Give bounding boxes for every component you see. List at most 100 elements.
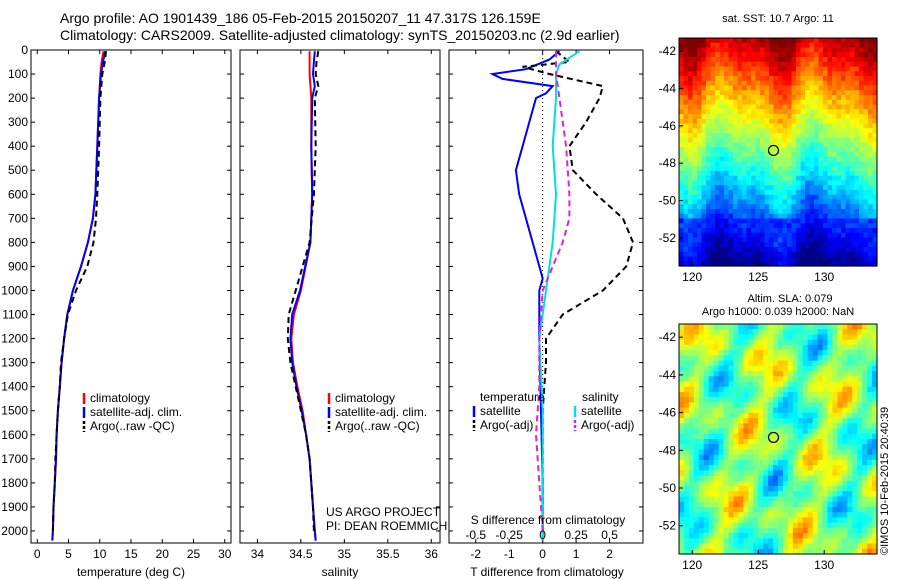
map-cell — [845, 261, 851, 267]
map-cell — [728, 360, 735, 367]
map-cell — [723, 480, 730, 487]
map-cell — [778, 548, 784, 555]
map-cell — [719, 99, 725, 106]
map-cell — [768, 386, 774, 393]
map-cell — [836, 38, 842, 44]
map-cell — [715, 185, 721, 191]
map-cell — [791, 128, 797, 134]
map-cell — [817, 428, 824, 435]
map-cell — [812, 402, 819, 409]
map-cell — [822, 386, 829, 393]
map-cell — [791, 42, 797, 49]
map-cell — [728, 76, 734, 82]
map-cell — [872, 465, 878, 471]
map-cell — [679, 190, 685, 196]
map-cell — [768, 501, 774, 508]
map-cell — [812, 459, 819, 466]
map-cell — [814, 128, 820, 134]
map-cell — [701, 242, 707, 248]
map-cell — [728, 194, 734, 201]
map-cell — [773, 501, 779, 508]
map-cell — [692, 52, 698, 58]
map-cell — [836, 180, 842, 186]
map-cell — [692, 242, 698, 248]
map-cell — [679, 517, 685, 524]
map-cell — [814, 142, 820, 148]
map-cell — [688, 412, 695, 419]
map-cell — [796, 156, 802, 163]
map-cell — [737, 61, 743, 68]
map-cell — [713, 486, 720, 492]
map-cell — [792, 543, 799, 550]
map-cell — [791, 47, 797, 53]
map-cell — [764, 99, 770, 106]
map-cell — [854, 223, 860, 229]
map-cell — [872, 85, 878, 91]
map-cell — [733, 156, 739, 163]
map-cell — [738, 386, 744, 393]
map-cell — [809, 251, 815, 258]
map-cell — [847, 491, 853, 498]
map-cell — [837, 459, 843, 466]
map-cell — [693, 522, 700, 529]
map-cell — [842, 397, 848, 404]
map-cell — [748, 444, 754, 451]
map-cell — [867, 412, 873, 419]
map-cell — [807, 491, 814, 498]
map-cell — [832, 199, 838, 205]
map-cell — [805, 261, 811, 267]
map-cell — [751, 209, 757, 215]
map-cell — [724, 223, 730, 229]
map-cell — [872, 350, 878, 356]
map-cell — [782, 418, 789, 424]
map-cell — [715, 247, 721, 253]
map-cell — [755, 152, 761, 158]
map-cell — [743, 480, 749, 487]
map-cell — [693, 365, 700, 372]
map-cell — [872, 355, 878, 362]
map-cell — [683, 423, 690, 430]
map-cell — [737, 261, 743, 267]
map-cell — [724, 232, 730, 239]
map-cell — [857, 397, 863, 404]
map-cell — [713, 517, 720, 524]
map-cell — [782, 142, 788, 148]
map-cell — [832, 501, 838, 508]
map-cell — [679, 218, 685, 224]
map-cell — [753, 486, 759, 492]
map-cell — [782, 486, 789, 492]
map-cell — [778, 522, 784, 529]
map-cell — [862, 381, 868, 388]
map-cell — [796, 142, 802, 148]
map-cell — [859, 223, 865, 229]
map-cell — [809, 237, 815, 243]
map-cell — [822, 512, 829, 519]
map-cell — [847, 512, 853, 519]
map-cell — [842, 533, 848, 539]
map-cell — [710, 128, 716, 134]
map-cell — [743, 501, 749, 508]
map-cell — [854, 142, 860, 148]
map-cell — [742, 166, 748, 172]
map-cell — [872, 360, 878, 367]
map-cell — [862, 501, 868, 508]
y-tick-label: 100 — [8, 67, 28, 81]
map-cell — [836, 104, 842, 110]
map-cell — [698, 548, 705, 555]
map-cell — [868, 42, 874, 49]
map-cell — [706, 118, 712, 125]
map-cell — [719, 85, 725, 91]
map-cell — [763, 407, 769, 414]
map-cell — [723, 506, 730, 513]
map-cell — [768, 365, 774, 372]
map-cell — [728, 412, 735, 419]
map-cell — [800, 247, 806, 253]
map-cell — [872, 142, 878, 148]
y-tick-label: 1700 — [1, 452, 28, 466]
map-cell — [719, 80, 725, 87]
map-cell — [746, 171, 752, 177]
map-cell — [863, 147, 869, 153]
map-cell — [758, 439, 764, 445]
map-cell — [796, 237, 802, 243]
map-cell — [760, 123, 766, 129]
